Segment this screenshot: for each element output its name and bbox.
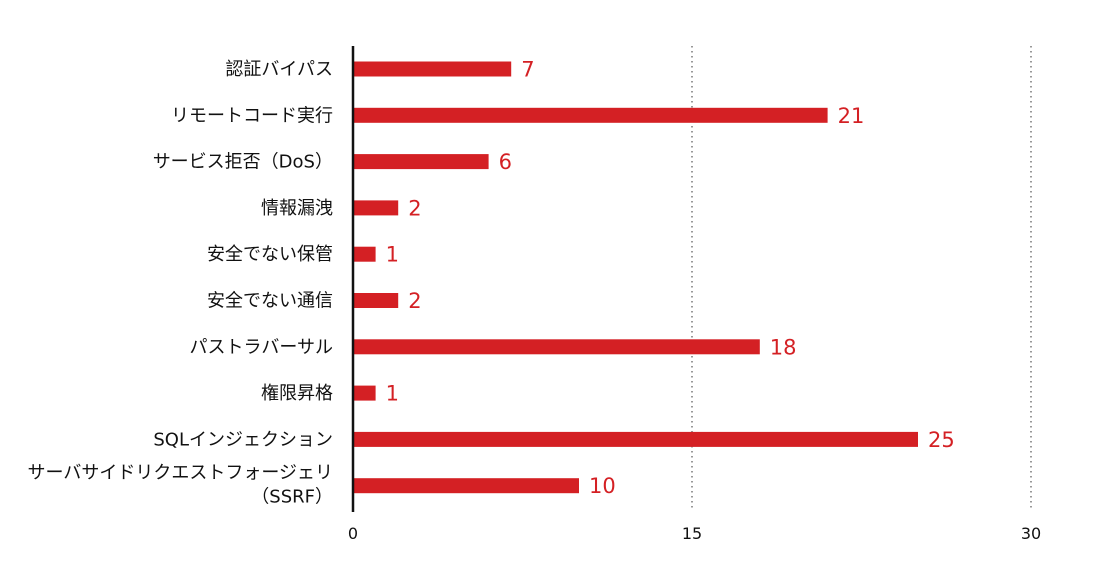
value-label: 18 <box>770 335 797 359</box>
value-label: 25 <box>928 428 955 452</box>
x-tick-label: 30 <box>1021 524 1041 543</box>
category-label: 認証バイパス <box>225 59 333 80</box>
value-label: 1 <box>386 243 399 267</box>
bar <box>353 107 828 123</box>
value-label: 1 <box>386 382 399 406</box>
bar <box>353 431 918 447</box>
category-label: SQLインジェクション <box>153 429 333 450</box>
value-label: 2 <box>408 196 421 220</box>
value-label: 2 <box>408 289 421 313</box>
bar <box>353 200 399 216</box>
category-label: 情報漏洩 <box>261 198 333 219</box>
bar <box>353 293 399 308</box>
value-label: 10 <box>589 474 616 498</box>
bar <box>353 61 512 77</box>
bar <box>353 385 376 401</box>
x-axis-ticks: 0 15 30 <box>348 524 1041 543</box>
x-tick-label: 0 <box>348 524 358 543</box>
value-label: 21 <box>838 104 865 128</box>
category-label: 安全でない通信 <box>207 291 333 312</box>
category-label: パストラバーサル <box>190 337 333 358</box>
category-label: サーバサイドリクエストフォージェリ（SSRF） <box>28 463 333 508</box>
value-label: 6 <box>499 150 512 174</box>
bar <box>353 339 760 355</box>
category-label: 権限昇格 <box>261 383 333 404</box>
category-label: 安全でない保管 <box>207 244 333 265</box>
value-label: 7 <box>521 58 534 82</box>
bars <box>353 61 918 494</box>
x-tick-label: 15 <box>682 524 702 543</box>
category-label: リモートコード実行 <box>171 105 333 126</box>
category-label: サービス拒否（DoS） <box>153 152 333 173</box>
bar <box>353 154 489 170</box>
bar <box>353 246 376 262</box>
bar <box>353 478 579 494</box>
